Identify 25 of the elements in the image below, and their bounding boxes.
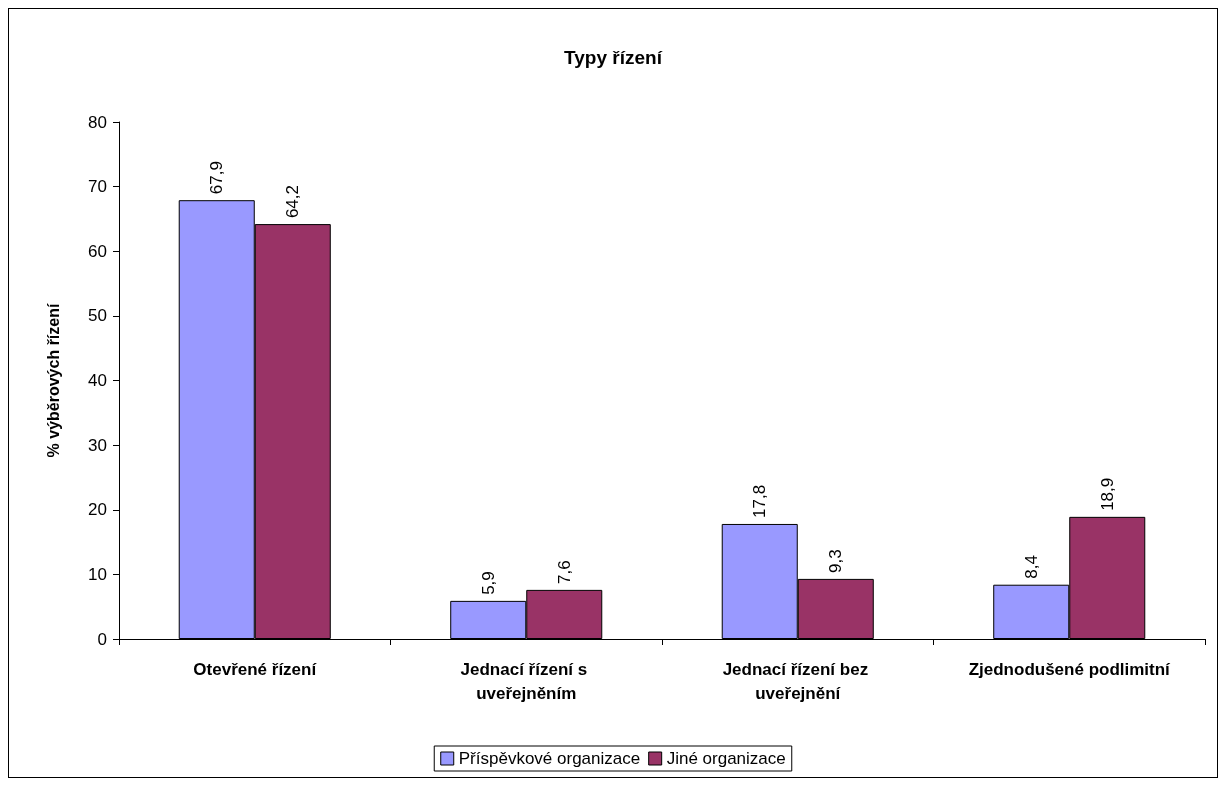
y-tick-label: 50: [88, 306, 107, 326]
legend-label: Jiné organizace: [666, 749, 786, 768]
data-label: 18,9: [1097, 477, 1117, 511]
y-tick-label: 0: [97, 629, 107, 649]
chart-title: Typy řízení: [564, 47, 663, 68]
x-tick-label: Otevřené řízení: [193, 659, 318, 679]
y-tick-label: 10: [88, 564, 107, 584]
y-tick-label: 60: [88, 241, 107, 261]
y-tick-label: 30: [88, 435, 107, 455]
legend-label: Příspěvkové organizace: [458, 749, 641, 768]
x-tick-label: Zjednodušené podlimitní: [968, 659, 1172, 679]
data-label: 67,9: [207, 161, 227, 195]
data-label: 5,9: [478, 571, 498, 595]
data-label: 8,4: [1021, 555, 1041, 579]
data-label: 9,3: [826, 549, 846, 573]
y-tick-label: 80: [88, 112, 107, 132]
data-label: 17,8: [750, 484, 770, 518]
y-tick-label: 40: [88, 371, 107, 390]
x-tick-label: Jednací řízení s uveřejněním: [460, 659, 592, 703]
data-label: 64,2: [283, 185, 303, 219]
y-axis-title: % výběrových řízení: [44, 303, 62, 458]
data-label: 7,6: [554, 560, 574, 584]
x-tick-label: Jednací řízení bez uveřejnění: [722, 659, 873, 703]
y-tick-label: 70: [88, 177, 107, 197]
y-tick-label: 20: [88, 500, 107, 520]
